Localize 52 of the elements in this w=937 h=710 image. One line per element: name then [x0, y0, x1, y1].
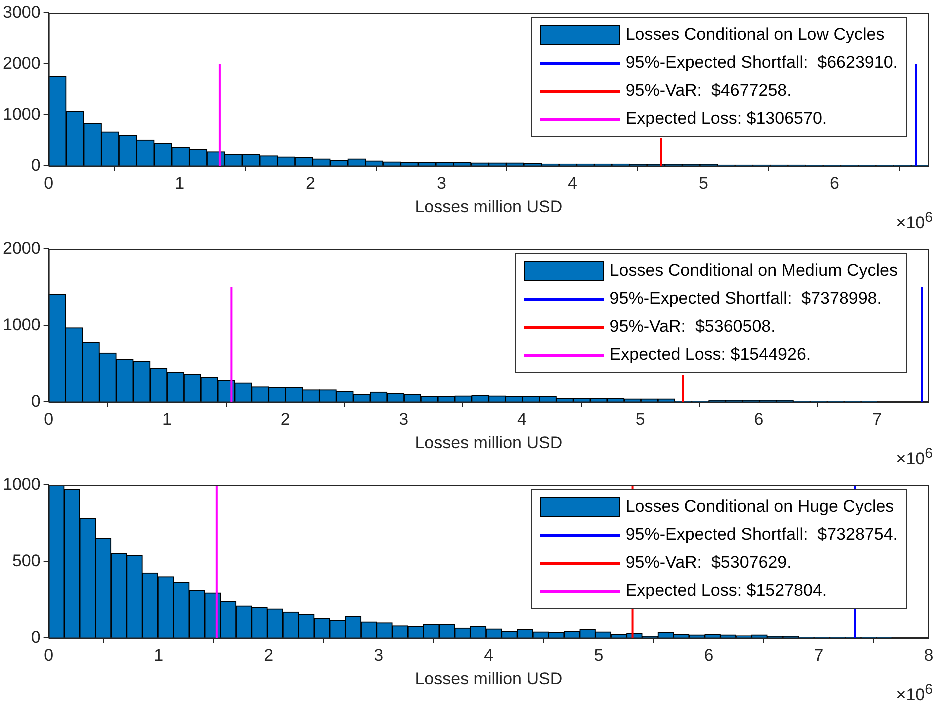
x-tick-label: 3: [399, 410, 409, 430]
x-tick-label: 2: [306, 174, 316, 194]
x-tick-label: 0: [44, 410, 54, 430]
x-tick-label: 1: [175, 174, 185, 194]
x-tick-label: 4: [518, 410, 528, 430]
text: ×10$^{6}$: [896, 210, 933, 234]
x-tick-label: 0: [44, 646, 54, 666]
x-tick-label: 7: [872, 410, 882, 430]
y-tick-label: 2000: [2, 238, 41, 258]
x-tick-label: 3: [437, 174, 446, 194]
x-axis-title: Losses million USD: [415, 197, 563, 216]
x-tick-label: 5: [594, 646, 604, 666]
x-tick-label: 4: [568, 174, 578, 194]
x-tick-label: 6: [704, 646, 714, 666]
legend-label: Losses Conditional on Medium Cycles: [610, 261, 898, 282]
legend-label: 95%-Expected Shortfall: $7378998.: [610, 289, 882, 310]
x-tick-label: 1: [162, 410, 172, 430]
y-tick-label: 1000: [2, 104, 41, 124]
legend-label: 95%-Expected Shortfall: $6623910.: [626, 53, 898, 74]
x-tick-label: 2: [264, 646, 274, 666]
legend-label: Expected Loss: $1527804.: [626, 581, 828, 602]
legend-label: 95%-VaR: $5360508.: [610, 317, 776, 338]
x-tick-label: 2: [280, 410, 290, 430]
y-tick-label: 0: [31, 628, 41, 647]
x-tick-label: 7: [814, 646, 824, 666]
x-tick-label: 1: [154, 646, 164, 666]
x-axis-title: Losses million USD: [415, 669, 563, 688]
x-tick-label: 0: [44, 174, 54, 194]
x-axis-title: Losses million USD: [415, 433, 563, 452]
y-tick-label: 0: [31, 156, 41, 175]
text: ×10$^{6}$: [896, 446, 933, 470]
y-tick-label: 500: [12, 551, 41, 570]
y-tick-label: 3000: [2, 2, 41, 22]
text: ×10$^{6}$: [896, 682, 933, 706]
x-tick-label: 6: [830, 174, 840, 194]
legend-label: 95%-VaR: $5307629.: [626, 553, 792, 574]
x-tick-label: 5: [698, 174, 708, 194]
legend-label: Losses Conditional on Low Cycles: [626, 25, 885, 46]
legend-label: Expected Loss: $1544926.: [610, 345, 812, 366]
legend-label: Losses Conditional on Huge Cycles: [626, 497, 894, 518]
y-tick-label: 1000: [2, 315, 41, 334]
y-tick-label: 2000: [2, 54, 41, 73]
x-tick-label: 5: [636, 410, 646, 430]
x-tick-label: 3: [374, 646, 384, 666]
legend-label: 95%-Expected Shortfall: $7328754.: [626, 525, 898, 546]
x-tick-label: 8: [924, 646, 934, 666]
x-tick-label: 4: [484, 646, 494, 666]
y-tick-label: 1000: [2, 474, 41, 494]
legend-label: Expected Loss: $1306570.: [626, 109, 828, 130]
legend-label: 95%-VaR: $4677258.: [626, 81, 792, 102]
y-tick-label: 0: [31, 392, 41, 411]
x-tick-label: 6: [754, 410, 764, 430]
